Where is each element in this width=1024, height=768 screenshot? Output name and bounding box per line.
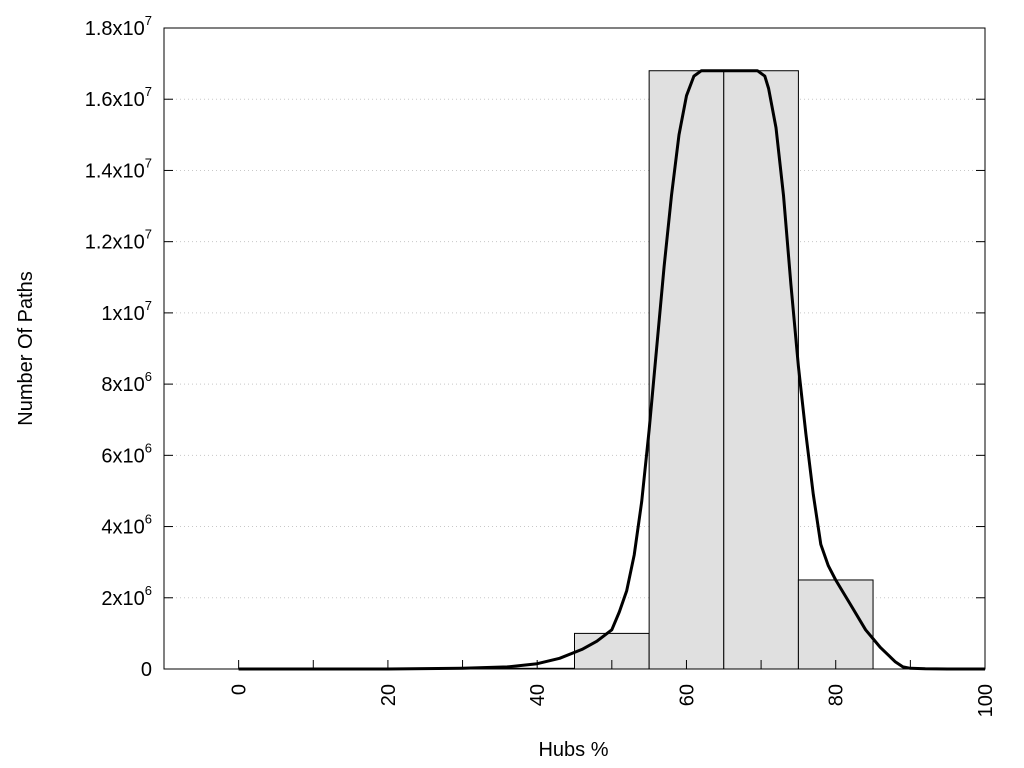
y-tick-labels: 0 2x106 4x106 6x106 8x106 1x107 1.2x107 1.4x107… <box>85 13 152 681</box>
plot-frame <box>163 27 986 670</box>
histogram-bar <box>797 579 874 670</box>
y-axis-title: Number Of Paths <box>15 271 37 426</box>
histogram-bar <box>723 70 799 670</box>
x-tick-label: 100 <box>975 684 997 717</box>
y-tick-label: 4x106 <box>101 512 152 539</box>
bars <box>499 70 874 670</box>
y-tick-label: 1x107 <box>101 298 152 325</box>
curve <box>238 69 985 671</box>
x-tick-label: 80 <box>826 684 848 706</box>
y-tick-label: 0 <box>141 659 152 681</box>
y-tick-label: 1.4x107 <box>85 155 152 182</box>
y-tick-label: 2x106 <box>101 583 152 610</box>
x-tick-labels: 0 20 40 60 80 100 <box>229 684 997 717</box>
histogram-bar <box>648 70 725 670</box>
x-tick-label: 40 <box>527 684 549 706</box>
y-tick-label: 8x106 <box>101 369 152 396</box>
y-tick-label: 1.2x107 <box>85 227 152 254</box>
x-tick-label: 0 <box>229 684 251 695</box>
distribution-curve <box>238 69 985 671</box>
x-tick-label: 60 <box>676 684 698 706</box>
grid-lines <box>164 98 985 599</box>
x-axis-title: Hubs % <box>538 739 608 761</box>
y-tick-label: 1.6x107 <box>85 84 152 111</box>
y-tick-label: 6x106 <box>101 440 152 467</box>
ticks <box>164 27 986 670</box>
x-tick-label: 20 <box>378 684 400 706</box>
y-tick-label: 1.8x107 <box>85 13 152 40</box>
